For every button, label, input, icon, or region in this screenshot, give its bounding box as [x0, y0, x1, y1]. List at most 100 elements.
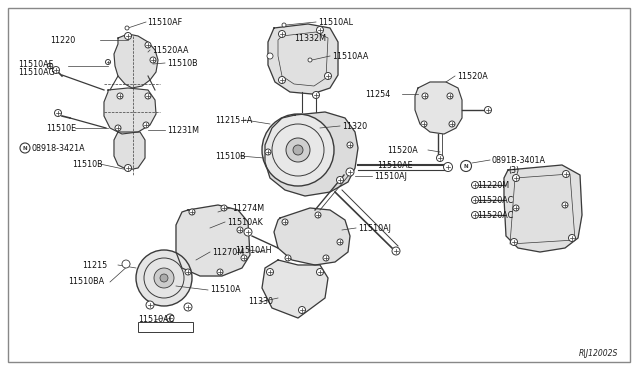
Circle shape: [513, 174, 520, 182]
Polygon shape: [262, 260, 328, 318]
Circle shape: [265, 149, 271, 155]
Polygon shape: [104, 88, 156, 134]
Text: 11520A: 11520A: [387, 145, 418, 154]
Text: 11510AJ: 11510AJ: [358, 224, 391, 232]
Text: 11220: 11220: [50, 35, 75, 45]
Circle shape: [472, 196, 479, 203]
Circle shape: [282, 23, 286, 27]
Circle shape: [563, 170, 570, 177]
Text: 11254: 11254: [365, 90, 390, 99]
Circle shape: [312, 92, 319, 99]
Text: 11510AG: 11510AG: [18, 67, 55, 77]
Polygon shape: [114, 34, 158, 88]
Text: 11520AC: 11520AC: [477, 196, 513, 205]
Text: R|J12002S: R|J12002S: [579, 349, 618, 358]
Circle shape: [125, 32, 131, 39]
Text: 11510A: 11510A: [210, 285, 241, 295]
Circle shape: [285, 255, 291, 261]
Circle shape: [136, 250, 192, 306]
Text: N: N: [464, 164, 468, 169]
Circle shape: [221, 205, 227, 211]
Circle shape: [122, 260, 130, 268]
Polygon shape: [114, 132, 145, 170]
Circle shape: [324, 73, 332, 80]
Text: 11510AC: 11510AC: [138, 315, 174, 324]
Text: 11520AA: 11520AA: [152, 45, 189, 55]
Text: 11510B: 11510B: [167, 58, 198, 67]
Circle shape: [472, 182, 479, 189]
Circle shape: [217, 269, 223, 275]
Circle shape: [237, 227, 243, 233]
Text: 11215: 11215: [82, 260, 108, 269]
Circle shape: [145, 93, 151, 99]
Circle shape: [266, 269, 273, 276]
Text: 11510AL: 11510AL: [318, 17, 353, 26]
Circle shape: [185, 269, 191, 275]
Circle shape: [568, 234, 575, 241]
Text: 11330: 11330: [248, 298, 273, 307]
Text: 11510AA: 11510AA: [332, 51, 369, 61]
Circle shape: [317, 26, 323, 33]
Circle shape: [150, 57, 156, 63]
Circle shape: [282, 219, 288, 225]
Circle shape: [317, 269, 323, 276]
Circle shape: [278, 77, 285, 83]
Text: 0891B-3401A: 0891B-3401A: [492, 155, 546, 164]
Polygon shape: [274, 208, 350, 265]
Text: 11510AE: 11510AE: [377, 160, 413, 170]
Circle shape: [52, 67, 60, 74]
Text: 11510AK: 11510AK: [227, 218, 263, 227]
Text: 11231M: 11231M: [167, 125, 199, 135]
Text: 11320: 11320: [342, 122, 367, 131]
Circle shape: [513, 205, 519, 211]
Circle shape: [125, 164, 131, 171]
Text: 11270M: 11270M: [212, 247, 244, 257]
Polygon shape: [504, 165, 582, 252]
Circle shape: [298, 307, 305, 314]
Text: 11510B: 11510B: [72, 160, 102, 169]
Polygon shape: [265, 112, 358, 196]
Circle shape: [392, 247, 400, 255]
Circle shape: [511, 238, 518, 246]
Circle shape: [244, 228, 252, 236]
Circle shape: [447, 93, 453, 99]
Circle shape: [422, 93, 428, 99]
Circle shape: [421, 121, 427, 127]
Text: 11510E: 11510E: [46, 124, 76, 132]
Circle shape: [323, 255, 329, 261]
Polygon shape: [415, 82, 462, 134]
Circle shape: [337, 239, 343, 245]
Circle shape: [184, 303, 192, 311]
Circle shape: [143, 122, 149, 128]
Circle shape: [278, 31, 285, 38]
Text: 08918-3421A: 08918-3421A: [31, 144, 84, 153]
Circle shape: [117, 93, 123, 99]
Text: 11332M: 11332M: [294, 33, 326, 42]
Text: 11510AH: 11510AH: [235, 246, 271, 254]
Circle shape: [106, 60, 111, 64]
Text: 11215+A: 11215+A: [215, 115, 252, 125]
Circle shape: [160, 274, 168, 282]
Circle shape: [293, 145, 303, 155]
Circle shape: [267, 53, 273, 59]
Text: 11520AC: 11520AC: [477, 211, 513, 219]
Text: 11510BA: 11510BA: [68, 278, 104, 286]
Circle shape: [308, 58, 312, 62]
Circle shape: [347, 142, 353, 148]
Circle shape: [47, 63, 53, 69]
Text: 11510B: 11510B: [215, 151, 246, 160]
Text: 11510AJ: 11510AJ: [374, 171, 407, 180]
Circle shape: [286, 138, 310, 162]
Circle shape: [562, 202, 568, 208]
Text: N: N: [22, 145, 28, 151]
Circle shape: [436, 154, 444, 161]
Bar: [138, 322, 193, 332]
Text: 11510AF: 11510AF: [18, 60, 53, 68]
Text: (3): (3): [508, 166, 519, 174]
Circle shape: [444, 163, 452, 171]
Text: 11520A: 11520A: [457, 71, 488, 80]
Circle shape: [449, 121, 455, 127]
Circle shape: [346, 168, 354, 176]
Polygon shape: [268, 24, 338, 94]
Text: 11220M: 11220M: [477, 180, 509, 189]
